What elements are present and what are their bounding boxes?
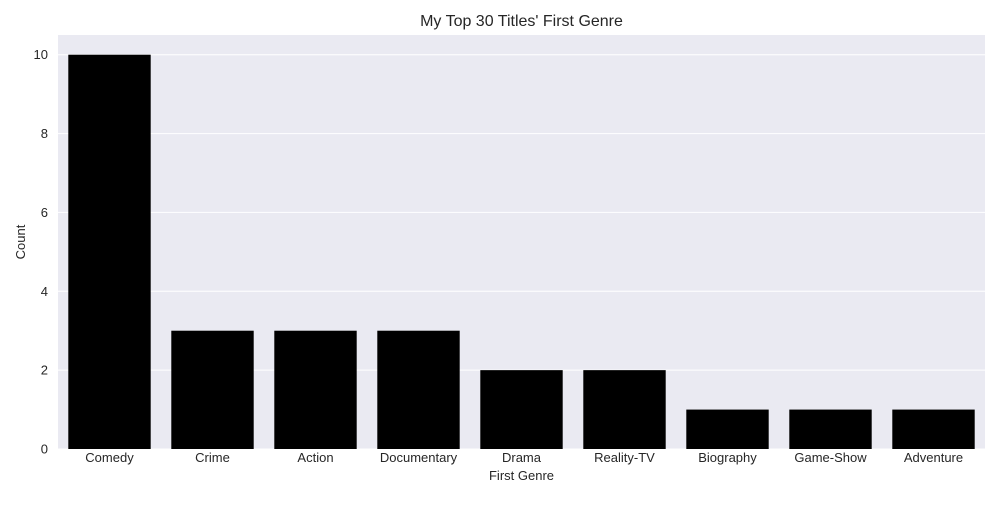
bar: [480, 370, 563, 449]
y-tick-label: 8: [41, 126, 48, 141]
y-tick-label: 10: [34, 47, 48, 62]
x-axis-label: First Genre: [489, 468, 554, 483]
x-tick-label: Action: [297, 450, 333, 465]
bar: [583, 370, 666, 449]
bar: [892, 409, 975, 449]
x-axis-ticks: Comedy Crime Action Documentary Drama Reality…: [85, 450, 963, 465]
x-tick-label: Game-Show: [794, 450, 867, 465]
y-axis-label: Count: [13, 224, 28, 259]
bar: [68, 54, 151, 449]
y-tick-label: 0: [41, 442, 48, 457]
bar: [789, 409, 872, 449]
x-tick-label: Documentary: [380, 450, 458, 465]
y-tick-label: 4: [41, 284, 48, 299]
x-tick-label: Comedy: [85, 450, 134, 465]
x-tick-label: Biography: [698, 450, 757, 465]
bar: [274, 330, 357, 449]
y-axis-ticks: 0 2 4 6 8 10: [34, 47, 48, 456]
bar: [377, 330, 460, 449]
bar: [171, 330, 254, 449]
x-tick-label: Adventure: [904, 450, 963, 465]
x-tick-label: Reality-TV: [594, 450, 655, 465]
x-tick-label: Drama: [502, 450, 542, 465]
bar: [686, 409, 769, 449]
x-tick-label: Crime: [195, 450, 230, 465]
chart-title: My Top 30 Titles' First Genre: [420, 13, 623, 30]
y-tick-label: 6: [41, 205, 48, 220]
bars: [68, 54, 975, 449]
y-tick-label: 2: [41, 363, 48, 378]
